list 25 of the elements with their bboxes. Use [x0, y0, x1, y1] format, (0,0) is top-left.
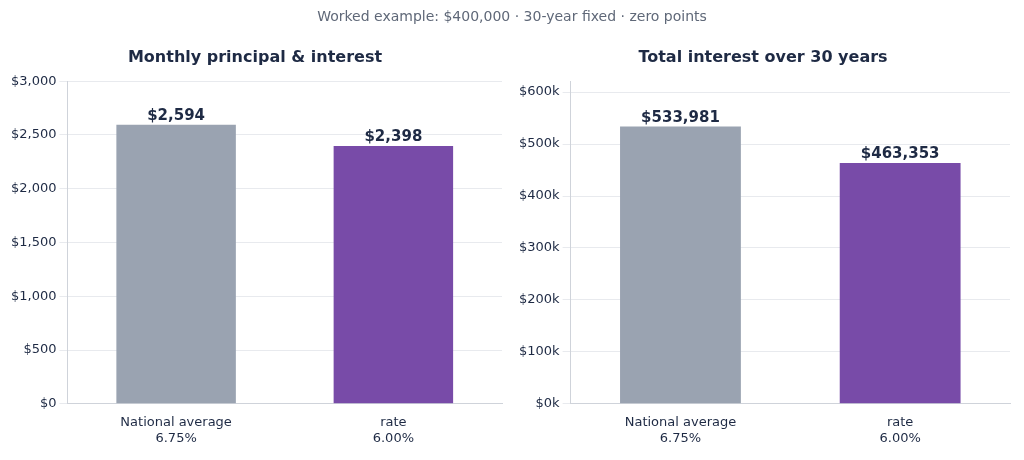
y-tick-label: $0k: [535, 395, 561, 411]
y-tick-label: $500k: [518, 135, 561, 151]
data-label: $533,981: [641, 107, 720, 126]
data-label: $2,594: [147, 106, 206, 125]
y-tick-label: $2,000: [10, 180, 57, 196]
x-tick-label: National average 6.75%: [120, 413, 232, 445]
y-tick-label: $500: [23, 341, 57, 357]
chart-title: Monthly principal & interest: [127, 46, 383, 66]
data-label: $463,353: [860, 144, 940, 163]
y-tick-label: $2,500: [10, 126, 57, 142]
chart-title: Total interest over 30 years: [638, 46, 888, 66]
x-tick-label: rate 6.00%: [372, 413, 415, 445]
y-tick-label: $400k: [518, 187, 561, 203]
chart-subtitle: Worked example: $400,000 · 30-year fixed · zero points: [316, 8, 708, 24]
y-tick-label: $100k: [518, 343, 561, 359]
y-tick-label: $1,000: [10, 287, 57, 303]
x-tick-label: National average 6.75%: [624, 413, 737, 445]
y-tick-label: $600k: [518, 83, 561, 99]
data-label: $2,398: [364, 127, 423, 146]
y-tick-label: $3,000: [10, 72, 57, 88]
y-tick-label: $300k: [518, 239, 561, 255]
y-tick-label: $200k: [518, 291, 561, 307]
y-tick-label: $0: [39, 395, 57, 411]
x-tick-label: rate 6.00%: [879, 413, 921, 445]
y-tick-label: $1,500: [10, 233, 57, 249]
